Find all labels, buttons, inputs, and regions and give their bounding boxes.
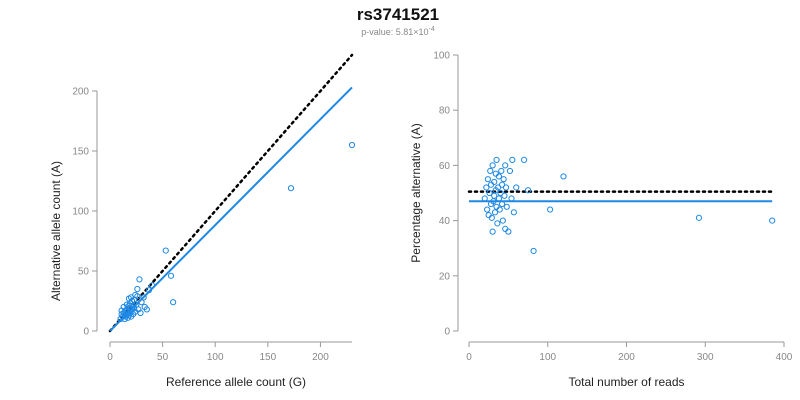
y-tick-label: 20 [439, 271, 451, 282]
data-point [489, 162, 496, 169]
panel-1: 0 50 100 150 200 0 50 100 150 200 Reference allele… [49, 53, 356, 389]
data-point [547, 206, 554, 213]
data-point [134, 285, 141, 293]
y-tick-label: 40 [439, 216, 451, 227]
data-point [481, 195, 488, 202]
data-point [506, 167, 514, 175]
data-point [140, 294, 147, 301]
subtitle-prefix: p-value: 5.81×10 [361, 27, 428, 37]
y-tick-label: 150 [72, 147, 89, 158]
data-point [132, 291, 139, 299]
y-tick-label: 0 [83, 327, 89, 338]
x-tick-label: 150 [259, 352, 276, 363]
data-point [500, 176, 507, 183]
x-axis-label: Reference allele count (G) [166, 375, 306, 389]
y-axis-label: Percentage alternative (A) [409, 123, 423, 262]
data-point [137, 309, 144, 317]
y-axis-label: Alternative allele count (A) [49, 161, 63, 301]
y-tick-label: 0 [444, 327, 450, 338]
x-axis-label: Total number of reads [568, 375, 684, 389]
x-tick-label: 200 [618, 352, 635, 363]
data-point [498, 167, 505, 175]
y-tick-label: 50 [78, 267, 90, 278]
y-tick-label: 60 [439, 161, 451, 172]
data-point [505, 228, 512, 235]
data-point [148, 282, 156, 289]
data-point [483, 184, 490, 191]
data-point [486, 189, 493, 197]
x-tick-label: 100 [207, 352, 224, 363]
data-point [509, 156, 516, 163]
data-point [494, 220, 501, 227]
data-point [488, 214, 495, 221]
x-tick-label: 300 [697, 352, 714, 363]
data-point [491, 192, 498, 199]
data-point [170, 299, 177, 306]
data-point [484, 176, 491, 183]
data-point [769, 217, 776, 224]
data-point [348, 141, 356, 149]
y-tick-label: 100 [433, 51, 450, 62]
chart-title: rs3741521 [357, 5, 439, 24]
subtitle-exponent: -4 [429, 26, 435, 33]
data-point [491, 209, 499, 216]
data-point [487, 167, 494, 175]
data-point [495, 173, 503, 180]
data-point [496, 206, 503, 213]
chart-subtitle: p-value: 5.81×10-4 [361, 26, 435, 37]
x-tick-label: 0 [466, 352, 472, 363]
data-point [484, 206, 491, 213]
panel-2: 0 100 200 300 400 0 20 40 60 80 100 Total number of… [409, 51, 793, 390]
data-point [162, 247, 169, 254]
data-point [502, 162, 509, 169]
reference-line [108, 53, 354, 333]
data-point [560, 173, 567, 180]
data-point [502, 184, 510, 191]
data-point [493, 156, 500, 163]
data-point [501, 192, 508, 199]
data-point [498, 200, 506, 208]
data-point [143, 306, 150, 313]
x-tick-label: 400 [776, 352, 793, 363]
x-tick-label: 100 [539, 352, 556, 363]
data-point [287, 185, 295, 192]
data-point [495, 195, 503, 202]
data-point [145, 287, 153, 294]
data-point [136, 276, 143, 283]
data-point [499, 217, 506, 224]
data-point [521, 156, 528, 163]
x-tick-label: 0 [107, 352, 113, 363]
data-point [503, 203, 510, 210]
data-point [118, 307, 125, 314]
data-point [489, 228, 496, 235]
fit-line [109, 86, 353, 332]
y-tick-label: 80 [439, 106, 451, 117]
data-point [508, 195, 515, 202]
data-point [530, 247, 537, 255]
data-point [524, 187, 532, 194]
x-tick-label: 200 [312, 352, 329, 363]
data-point [513, 184, 520, 191]
data-point [491, 178, 498, 186]
data-point [695, 214, 703, 221]
data-point [167, 272, 175, 279]
y-tick-label: 200 [72, 87, 89, 98]
y-tick-label: 100 [72, 207, 89, 218]
x-tick-label: 50 [157, 352, 169, 363]
data-point [510, 209, 517, 216]
